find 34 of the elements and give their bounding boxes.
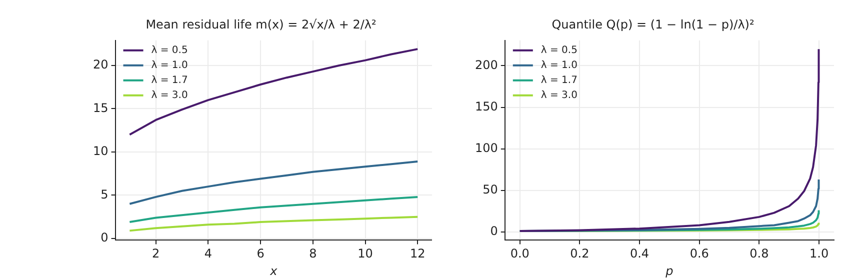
x-tick-label: 0.8 bbox=[750, 246, 769, 261]
x-tick-label: 4 bbox=[204, 246, 212, 261]
chart-title: Quantile Q(p) = (1 − ln(1 − p)/λ)² bbox=[552, 17, 754, 32]
y-tick-label: 150 bbox=[475, 99, 498, 114]
x-axis-title: p bbox=[664, 264, 674, 278]
legend-label: λ = 1.7 bbox=[540, 74, 578, 86]
legend-label: λ = 0.5 bbox=[540, 44, 578, 56]
x-tick-label: 1.0 bbox=[809, 246, 829, 261]
y-tick-label: 50 bbox=[482, 182, 498, 196]
legend-label: λ = 1.7 bbox=[151, 74, 188, 86]
legend-label: λ = 0.5 bbox=[151, 44, 188, 56]
legend-label: λ = 3.0 bbox=[151, 90, 188, 101]
legend-label: λ = 3.0 bbox=[540, 90, 578, 101]
x-tick-label: 0.2 bbox=[570, 246, 590, 261]
legend-label: λ = 1.0 bbox=[151, 60, 188, 71]
y-tick-label: 20 bbox=[92, 58, 108, 72]
x-axis-title: x bbox=[269, 264, 278, 278]
y-tick-label: 100 bbox=[475, 140, 498, 155]
x-tick-label: 0.6 bbox=[690, 246, 709, 261]
chart-title: Mean residual life m(x) = 2√x/λ + 2/λ² bbox=[146, 17, 376, 32]
y-tick-label: 10 bbox=[92, 144, 108, 158]
legend-label: λ = 1.0 bbox=[540, 60, 578, 71]
y-tick-label: 0 bbox=[490, 224, 498, 238]
y-tick-label: 200 bbox=[475, 58, 498, 72]
x-tick-label: 2 bbox=[152, 246, 160, 261]
x-tick-label: 10 bbox=[358, 246, 373, 261]
y-tick-label: 15 bbox=[92, 100, 108, 115]
y-tick-label: 0 bbox=[100, 230, 108, 245]
x-tick-label: 0.4 bbox=[630, 246, 650, 261]
x-tick-label: 0.0 bbox=[510, 246, 530, 261]
y-tick-label: 5 bbox=[100, 187, 108, 202]
x-tick-label: 12 bbox=[410, 246, 426, 261]
x-tick-label: 6 bbox=[256, 246, 264, 261]
x-tick-label: 8 bbox=[309, 246, 317, 261]
